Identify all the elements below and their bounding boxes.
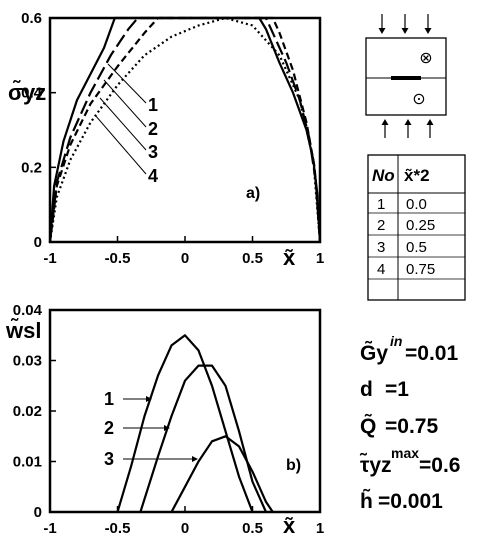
- panel-b-ytick-label: 0.03: [13, 353, 42, 370]
- b-arrow-1: [146, 396, 152, 402]
- panel-a-series-4: [48, 16, 322, 243]
- panel-a-label-3: 3: [148, 142, 158, 162]
- param-h-value: =0.001: [378, 490, 443, 513]
- panel-a-chart: -1 -0.5 0 0.5 1 0 0.2 0.4 0.6 σ̃yz x̃ a) 1 2 3 4: [8, 10, 324, 270]
- panel-b-ytick-label: 0.01: [13, 454, 42, 471]
- panel-a-series-1: [48, 16, 322, 243]
- table-frame: [367, 154, 466, 301]
- param-q-value: =0.75: [385, 415, 438, 438]
- table-header-no: No: [372, 166, 395, 185]
- param-gy-value: =0.01: [405, 342, 458, 365]
- callout-line-3: [99, 97, 147, 151]
- panel-b-label-2: 2: [104, 418, 114, 438]
- panel-b-xtick-label: 0.5: [242, 520, 263, 537]
- table-cell: 0.75: [406, 261, 435, 278]
- parameter-list: G̃y in =0.01 d =1 Q̃ =0.75 τ̃yz max =0.6…: [359, 333, 460, 513]
- callout-line-2: [103, 79, 147, 128]
- panel-b-ytick-label: 0.02: [13, 403, 42, 420]
- panel-b-tag: b): [286, 457, 301, 474]
- param-tau-symbol: τ̃yz: [359, 453, 391, 477]
- into-page-icon: ⊗: [419, 50, 432, 67]
- panel-a-label-2: 2: [148, 119, 158, 139]
- panel-b-label-3: 3: [104, 449, 114, 469]
- param-tau-sup: max: [391, 445, 419, 461]
- panel-b-xtick-label: 1: [316, 520, 324, 537]
- panel-b-ytick-label: 0.04: [13, 302, 43, 319]
- bottom-load-arrows: [381, 119, 434, 138]
- table-cell: 3: [377, 239, 385, 256]
- panel-a-xtick-label: 0.5: [242, 250, 263, 267]
- panel-b-series-3: [170, 435, 274, 513]
- panel-a-frame: [48, 16, 322, 244]
- panel-b-callouts: 1 2 3: [104, 389, 198, 469]
- panel-a-ylabel: σ̃yz: [8, 80, 46, 105]
- panel-b-ytick-label: 0: [34, 504, 42, 521]
- param-gy-symbol: G̃y: [360, 341, 388, 365]
- panel-a-xtick-label: 1: [316, 250, 324, 267]
- top-load-arrows: [378, 14, 432, 34]
- panel-b-ticks: -1 -0.5 0 0.5 1 0 0.01 0.02 0.03 0.04: [13, 302, 324, 537]
- panel-b-label-1: 1: [104, 389, 114, 409]
- panel-a-ytick-label: 0.2: [21, 159, 42, 176]
- param-q-symbol: Q̃: [360, 414, 376, 438]
- panel-b-series-2: [139, 364, 268, 513]
- panel-a-callouts: 1 2 3 4: [94, 63, 158, 186]
- legend-table: No x̃*2 1 0.0 2 0.25 3 0.5 4 0.75: [367, 154, 466, 301]
- table-header-x2: x̃*2: [404, 166, 430, 185]
- b-arrow-3: [192, 456, 198, 462]
- out-of-page-icon: ⊙: [412, 91, 425, 108]
- panel-a-series: [48, 16, 322, 243]
- table-cell: 0.0: [406, 196, 427, 213]
- callout-line-4: [94, 114, 147, 175]
- panel-a-ytick-label: 0: [34, 234, 42, 251]
- panel-b-frame: [48, 308, 322, 514]
- param-tau-value: =0.6: [419, 454, 460, 477]
- table-cell: 1: [377, 196, 385, 213]
- panel-b-chart: -1 -0.5 0 0.5 100.010.020.030.04 w̃sl x̃ b) …: [5, 302, 324, 538]
- param-d-symbol: d: [360, 378, 373, 401]
- panel-a-ticks: -1 -0.5 0 0.5 1 0 0.2 0.4 0.6: [21, 10, 324, 267]
- callout-line-1: [107, 63, 147, 104]
- panel-a-xtick-label: -1: [43, 250, 56, 267]
- panel-b-series-1: [116, 334, 254, 513]
- table-cell: 4: [377, 261, 385, 278]
- table-cell: 0.5: [406, 239, 427, 256]
- panel-a-xtick-label: -0.5: [105, 250, 131, 267]
- panel-a-series-2: [48, 16, 322, 243]
- panel-b-series: [116, 334, 274, 513]
- param-gy-sup: in: [390, 333, 402, 349]
- inset-body: [365, 37, 447, 116]
- panel-b-xlabel: x̃: [283, 513, 296, 538]
- panel-a-xtick-label: 0: [181, 250, 189, 267]
- panel-a-ytick-label: 0.6: [21, 10, 42, 27]
- panel-a-label-4: 4: [148, 166, 158, 186]
- panel-b-xtick-label: -1: [43, 520, 56, 537]
- param-h-symbol: h̃: [360, 489, 373, 513]
- table-cell: 0.25: [406, 217, 435, 234]
- schematic-inset: ⊗ ⊙: [365, 14, 447, 138]
- panel-a-ytick-label: 0.4: [21, 85, 43, 102]
- panel-b-xtick-label: 0: [181, 520, 189, 537]
- panel-b-xtick-label: -0.5: [105, 520, 131, 537]
- panel-a-xlabel: x̃: [283, 245, 296, 270]
- panel-b-ylabel: w̃sl: [5, 318, 41, 343]
- panel-a-label-1: 1: [148, 95, 158, 115]
- panel-a-series-3: [48, 16, 322, 243]
- param-d-value: =1: [385, 378, 409, 401]
- table-cell: 2: [377, 217, 385, 234]
- panel-a-tag: a): [246, 185, 260, 202]
- b-arrow-2: [164, 425, 170, 431]
